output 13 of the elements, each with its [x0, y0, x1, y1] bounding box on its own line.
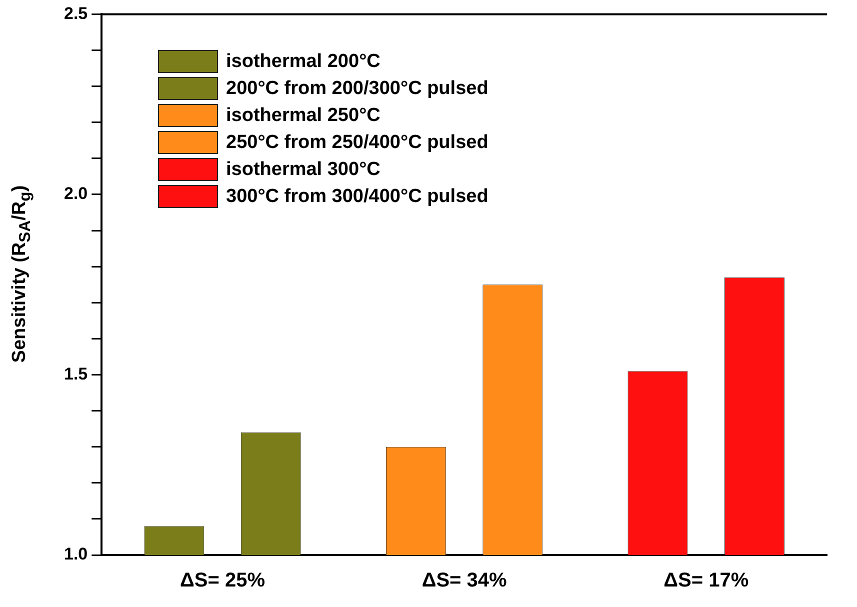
- x-tick-label: ΔS= 17%: [664, 570, 749, 592]
- legend-label: isothermal 300°C: [226, 158, 380, 182]
- y-tick-label: 1.5: [64, 364, 88, 384]
- y-tick-label: 1.0: [64, 544, 88, 564]
- legend-label: isothermal 200°C: [226, 50, 380, 74]
- legend-label: 250°C from 250/400°C pulsed: [226, 131, 488, 155]
- x-tick-label: ΔS= 34%: [422, 570, 508, 592]
- y-tick-label: 2.5: [64, 4, 88, 23]
- y-tick-label: 2.0: [64, 184, 88, 204]
- legend-label: 200°C from 200/300°C pulsed: [226, 77, 488, 101]
- legend-label: isothermal 250°C: [226, 104, 380, 128]
- x-tick-label: ΔS= 25%: [180, 570, 266, 592]
- legend-label: 300°C from 300/400°C pulsed: [226, 185, 488, 209]
